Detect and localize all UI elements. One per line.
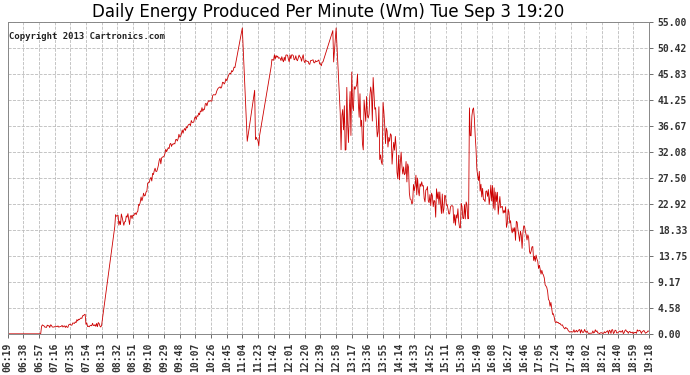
Title: Daily Energy Produced Per Minute (Wm) Tue Sep 3 19:20: Daily Energy Produced Per Minute (Wm) Tu… xyxy=(92,3,564,21)
Text: Copyright 2013 Cartronics.com: Copyright 2013 Cartronics.com xyxy=(9,32,165,40)
